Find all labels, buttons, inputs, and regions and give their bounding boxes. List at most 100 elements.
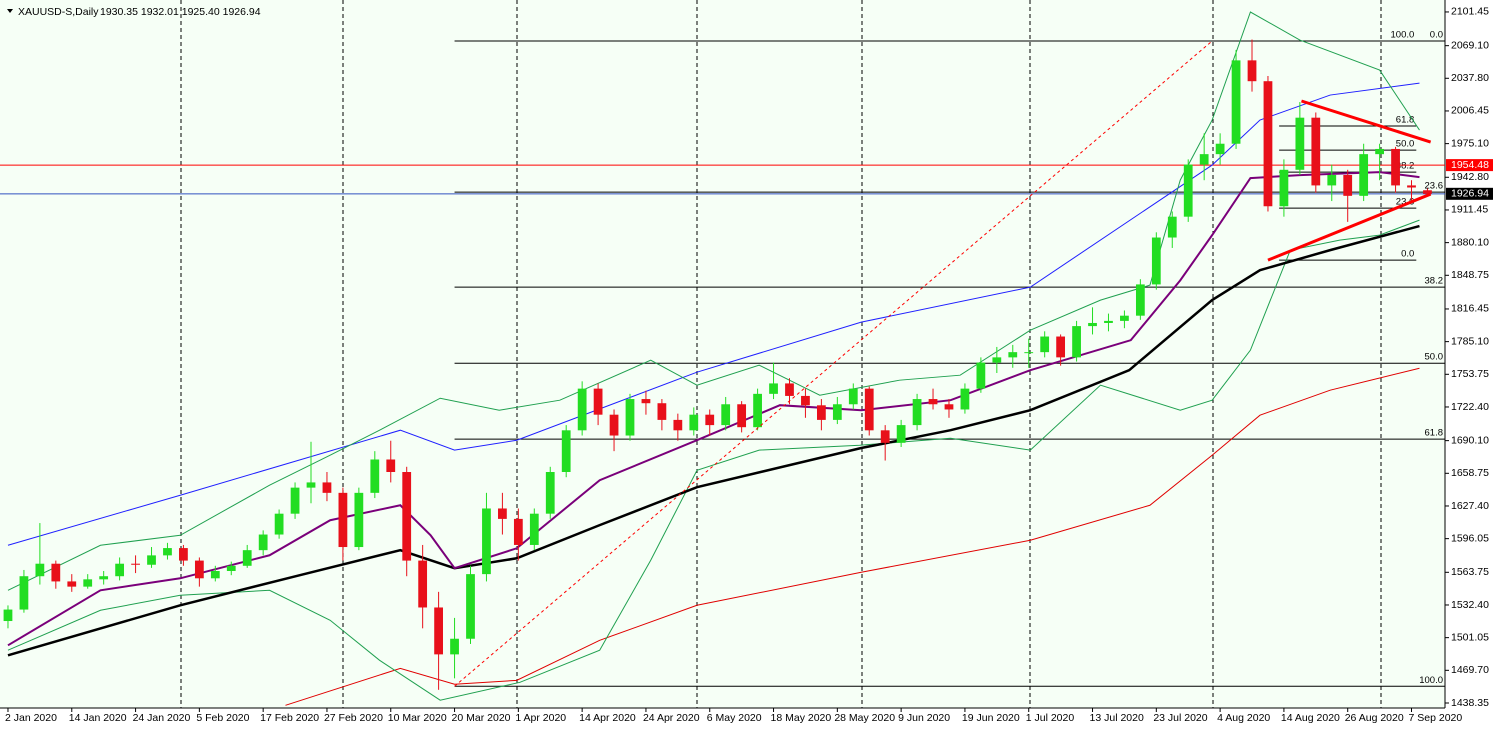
candle-body [290,487,300,514]
candle-body [498,508,507,519]
candle-body [83,579,93,587]
candle-body [801,395,810,406]
candle-body [1024,352,1034,354]
x-tick-label: 7 Sep 2020 [1409,712,1463,724]
candle-body [657,403,667,420]
candle-body [1343,174,1353,196]
candle-body [370,459,380,493]
candle-body [418,560,428,608]
candle-body [577,388,587,431]
menu-arrow [7,9,13,13]
candle-body [354,492,364,548]
x-tick-label: 1 Apr 2020 [515,712,566,724]
candle-body [848,388,858,405]
candle-body [513,518,523,545]
candle-body [3,609,13,622]
price-label: 1954.48 [1451,159,1489,171]
y-tick-label: 1942.80 [1451,171,1489,183]
x-tick-label: 19 Jun 2020 [962,712,1020,724]
candle-body [721,404,731,426]
candle-body [1088,322,1097,327]
candle-body [625,399,635,436]
y-tick-label: 1501.05 [1451,631,1489,643]
indicator-line [285,367,1420,706]
candle-body [482,508,491,575]
x-tick-label: 20 Mar 2020 [452,712,511,724]
candle-body [1120,315,1129,321]
candle-body [179,548,188,561]
y-tick-label: 1596.05 [1451,532,1489,544]
plot-background [0,0,1445,708]
candle-body [1407,185,1416,188]
x-tick-label: 24 Apr 2020 [643,712,700,724]
y-tick-label: 1753.75 [1451,368,1489,380]
x-tick-label: 9 Jun 2020 [898,712,950,724]
candle-body [67,581,77,587]
candle-body [35,563,45,577]
candle-body [434,607,443,655]
price-label-box [1446,159,1493,172]
y-tick-label: 1563.75 [1451,566,1489,578]
y-tick-label: 1532.40 [1451,599,1489,611]
candle-body [1135,284,1145,316]
candle-body [785,383,794,396]
candle-body [1311,117,1321,186]
candle-body [1056,336,1066,358]
candle-body [194,560,204,579]
fib-label: 100.0 [1391,29,1415,40]
y-tick-label: 1816.45 [1451,303,1489,315]
y-tick-label: 1469.70 [1451,664,1489,676]
x-tick-label: 17 Feb 2020 [260,712,319,724]
candle-body [1231,60,1241,144]
candle-body [51,563,61,582]
y-tick-label: 1627.40 [1451,500,1489,512]
trendline [1267,192,1432,262]
candle-body [131,563,140,565]
candle-body [641,399,651,404]
candle-body [880,430,890,443]
candle-body [258,534,268,551]
candle-body [832,404,842,420]
candle-body [1215,143,1225,155]
candle-body [147,555,156,565]
candle-body [816,405,826,420]
x-tick-label: 18 May 2020 [771,712,832,724]
x-tick-label: 13 Jul 2020 [1090,712,1144,724]
fib-label: 50.0 [1396,139,1415,150]
y-tick-label: 1658.75 [1451,467,1489,479]
indicator-line [7,219,1420,701]
x-tick-label: 24 Jan 2020 [133,712,191,724]
candle-body [210,571,220,579]
candle-body [1391,148,1400,186]
candle-body [928,399,938,405]
x-tick-label: 2 Jan 2020 [5,712,57,724]
candle-body [338,492,348,548]
candle-body [1040,336,1050,353]
x-tick-label: 14 Apr 2020 [579,712,636,724]
trendline [454,40,1213,687]
y-tick-label: 1438.35 [1451,697,1489,709]
x-tick-label: 10 Mar 2020 [388,712,447,724]
candle-body [960,388,970,410]
candle-body [115,563,125,577]
candle-body [1295,117,1305,170]
candle-body [705,414,715,426]
fib-label: 0.0 [1430,29,1443,40]
candle-body [226,565,236,572]
fib-label: 23.6 [1396,197,1415,208]
y-tick-label: 2101.45 [1451,6,1489,18]
fib-label: 61.8 [1425,428,1444,439]
y-tick-label: 1785.10 [1451,335,1489,347]
y-tick-label: 1848.75 [1451,269,1489,281]
x-tick-label: 5 Feb 2020 [196,712,249,724]
x-tick-label: 14 Jan 2020 [69,712,127,724]
fib-label: 23.6 [1425,181,1444,192]
candle-body [545,472,555,514]
y-tick-label: 1722.40 [1451,401,1489,413]
x-tick-label: 28 May 2020 [834,712,895,724]
candle-body [274,513,284,535]
candle-body [864,388,874,431]
candle-body [1183,164,1193,217]
y-tick-label: 1690.10 [1451,434,1489,446]
candle-body [1263,81,1273,207]
